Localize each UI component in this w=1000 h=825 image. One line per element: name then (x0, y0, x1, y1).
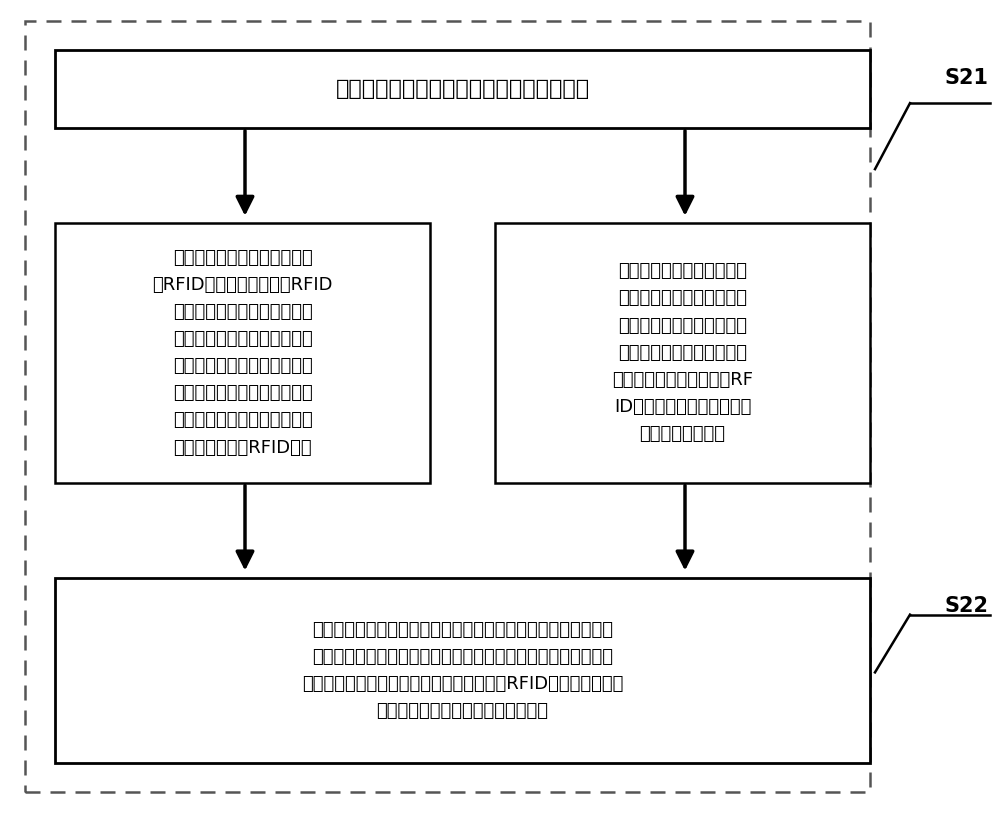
Bar (55, 223, 430, 483)
Text: 现场车辆通过出口时的车辆信息采集和处理：现场车辆通过出口
时，第二摄像装置对通过出口的现场车辆拍照采集车辆图片信息
并发送给所述单片机；第三读卡器接收所述RFI: 现场车辆通过出口时的车辆信息采集和处理：现场车辆通过出口 时，第二摄像装置对通过… (302, 620, 623, 720)
Bar (25, 21, 870, 792)
Bar (55, 50, 870, 128)
Text: S21: S21 (945, 68, 989, 88)
Text: 现场车辆若是第一次通过入口
，RFID标签发出装置发出RFID
标签；第一摄像装置对通过入
口的现场车辆拍照采集现场车
辆图片信息发送给单片机处理
成第一读写器: 现场车辆若是第一次通过入口 ，RFID标签发出装置发出RFID 标签；第一摄像装… (152, 249, 333, 456)
Text: S22: S22 (945, 596, 989, 616)
Bar (55, 578, 870, 763)
Text: 现场车辆若是至少第二次通
过入口，第一摄像装置对通
过入口的现场车辆拍照采集
现场车辆图片信息并发送给
单片机，第二读卡器接收RF
ID标签发出的现场车辆信息
: 现场车辆若是至少第二次通 过入口，第一摄像装置对通 过入口的现场车辆拍照采集 现… (612, 262, 753, 443)
Bar (495, 223, 870, 483)
Text: 现场车辆通过入口时的车辆信息采集和处理: 现场车辆通过入口时的车辆信息采集和处理 (335, 78, 590, 99)
